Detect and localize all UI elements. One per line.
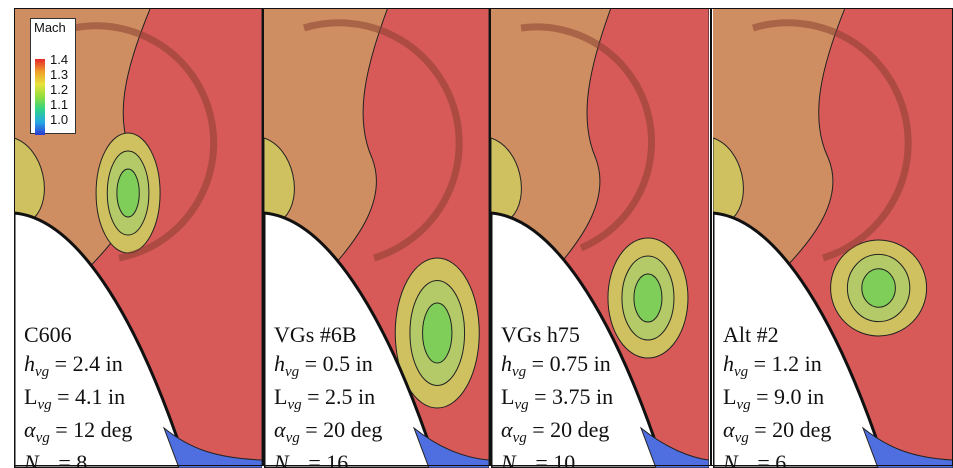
panel-annotation: C606 hvg = 2.4 in Lvg = 4.1 in αvg = 12 …: [24, 320, 132, 468]
alpha-vg-line: αvg = 20 deg: [274, 417, 383, 446]
alpha-vg-line: αvg = 12 deg: [24, 417, 133, 446]
h-vg-line: hvg = 0.75 in: [501, 351, 611, 380]
boundary-layer-band: [861, 426, 953, 468]
mach-contour-plot: [14, 8, 262, 468]
case-name: VGs #6B: [274, 322, 357, 347]
n-vg-line: Nvg = 10: [501, 450, 576, 468]
boundary-layer-band: [412, 426, 489, 468]
shock-ring: [302, 19, 463, 262]
boundary-layer-band: [162, 426, 262, 468]
mach-contour-plot: [491, 8, 709, 468]
alpha-vg-line: αvg = 20 deg: [723, 417, 832, 446]
vortex-contour-core: [116, 168, 140, 218]
legend-tick-1-1: 1.1: [50, 97, 69, 112]
contour-panel-alt-2: Alt #2 hvg = 1.2 in Lvg = 9.0 in αvg = 2…: [713, 8, 953, 468]
case-name: VGs h75: [501, 322, 580, 347]
mach-legend: Mach 1.4 1.3 1.2 1.1 1.0: [30, 18, 76, 135]
vortex-contour-core: [422, 302, 453, 364]
shock-ring: [520, 23, 655, 252]
case-name: Alt #2: [723, 322, 779, 347]
h-vg-line: hvg = 1.2 in: [723, 351, 822, 380]
mach-contour-plot: [264, 8, 489, 468]
contour-panel-c606: C606 hvg = 2.4 in Lvg = 4.1 in αvg = 12 …: [14, 8, 262, 468]
vortex-contour-core: [633, 273, 663, 323]
legend-tick-1-0: 1.0: [50, 112, 69, 127]
n-vg-line: Nvg = 8: [24, 450, 88, 468]
h-vg-line: hvg = 2.4 in: [24, 351, 123, 380]
l-vg-line: Lvg = 2.5 in: [274, 384, 376, 413]
legend-tick-1-3: 1.3: [50, 67, 69, 82]
case-name: C606: [24, 322, 72, 347]
shock-ring: [751, 19, 912, 262]
l-vg-line: Lvg = 4.1 in: [24, 384, 126, 413]
boundary-layer-band: [639, 426, 709, 468]
mach-contour-plot: [713, 8, 953, 468]
h-vg-line: hvg = 0.5 in: [274, 351, 373, 380]
shock-ring: [73, 22, 218, 262]
n-vg-line: Nvg = 16: [274, 450, 349, 468]
panel-annotation: VGs #6B hvg = 0.5 in Lvg = 2.5 in αvg = …: [274, 320, 382, 468]
legend-title: Mach: [34, 20, 66, 35]
panel-annotation: Alt #2 hvg = 1.2 in Lvg = 9.0 in αvg = 2…: [723, 320, 831, 468]
contour-panel-vgs-6b: VGs #6B hvg = 0.5 in Lvg = 2.5 in αvg = …: [264, 8, 489, 468]
l-vg-line: Lvg = 9.0 in: [723, 384, 825, 413]
legend-colorbar: [35, 59, 45, 135]
legend-tick-1-2: 1.2: [50, 82, 69, 97]
legend-tick-1-4: 1.4: [50, 52, 69, 67]
n-vg-line: Nvg = 6: [723, 450, 787, 468]
vortex-contour-core: [861, 268, 896, 308]
contour-panel-vgs-h75: VGs h75 hvg = 0.75 in Lvg = 3.75 in αvg …: [491, 8, 709, 468]
alpha-vg-line: αvg = 20 deg: [501, 417, 610, 446]
l-vg-line: Lvg = 3.75 in: [501, 384, 614, 413]
panel-annotation: VGs h75 hvg = 0.75 in Lvg = 3.75 in αvg …: [501, 320, 613, 468]
